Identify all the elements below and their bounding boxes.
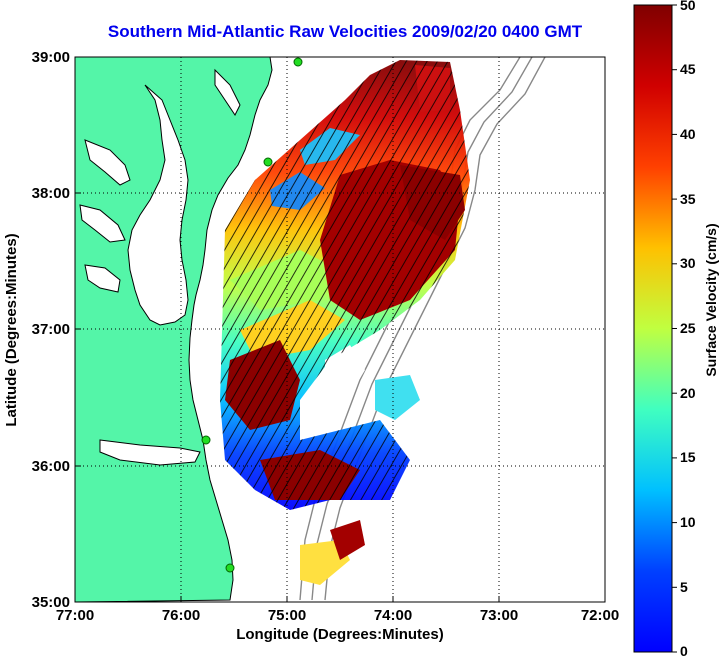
- colorbar-tick-label: 20: [680, 385, 696, 401]
- colorbar-tick-label: 10: [680, 514, 696, 530]
- colorbar-tick-label: 15: [680, 449, 696, 465]
- y-tick-label: 39:00: [32, 49, 70, 66]
- y-tick-label: 38:00: [32, 185, 70, 202]
- colorbar-label: Surface Velocity (cm/s): [703, 223, 719, 376]
- y-tick-label: 36:00: [32, 458, 70, 475]
- x-tick-label: 74:00: [374, 607, 412, 624]
- chesapeake-bay: [127, 84, 189, 326]
- colorbar-ticks: [672, 4, 677, 653]
- station-markers: [201, 57, 303, 573]
- x-tick-label: 72:00: [581, 607, 619, 624]
- map-title: Southern Mid-Atlantic Raw Velocities 200…: [107, 22, 583, 41]
- x-tick-label: 75:00: [268, 607, 306, 624]
- colorbar-tick-label: 5: [680, 579, 688, 595]
- x-axis-label: Longitude (Degrees:Minutes): [236, 626, 444, 643]
- colorbar-tick-label: 45: [680, 61, 696, 77]
- colorbar: [633, 4, 673, 653]
- colorbar-tick-label: 40: [680, 126, 696, 142]
- colorbar-tick-label: 30: [680, 255, 696, 271]
- y-tick-label: 35:00: [32, 594, 70, 611]
- colorbar-tick-label: 0: [680, 643, 688, 659]
- colorbar-tick-label: 25: [680, 320, 696, 336]
- y-tick-label: 37:00: [32, 321, 70, 338]
- x-tick-label: 77:00: [56, 607, 94, 624]
- colorbar-tick-label: 50: [680, 0, 696, 13]
- y-tick-marks: [75, 56, 81, 603]
- grid-lines: [75, 57, 605, 602]
- colorbar-tick-label: 35: [680, 191, 696, 207]
- land-mass: [75, 57, 273, 602]
- x-tick-label: 76:00: [162, 607, 200, 624]
- y-axis-label: Latitude (Degrees:Minutes): [3, 233, 20, 426]
- velocity-field: [220, 60, 470, 585]
- x-tick-label: 73:00: [480, 607, 518, 624]
- x-tick-marks: [74, 596, 606, 602]
